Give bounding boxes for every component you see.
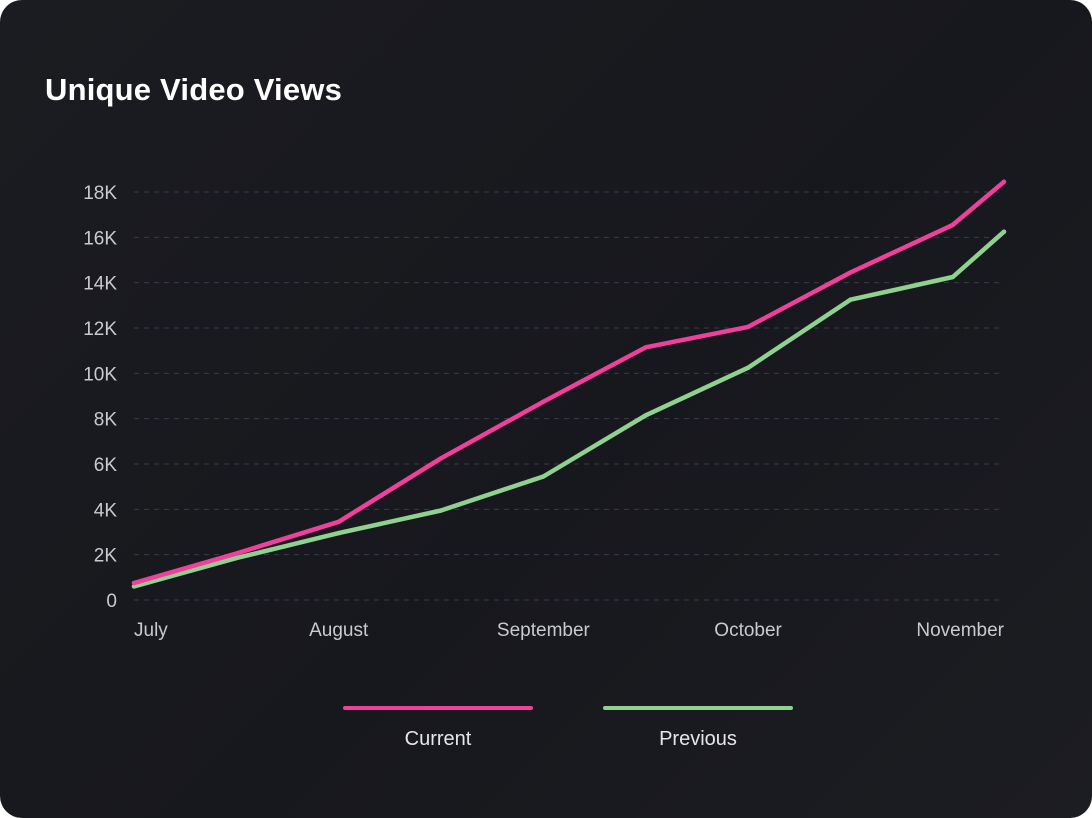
data-point[interactable] [745,324,751,330]
chart-legend: Current Previous [0,700,1092,770]
series-current [131,179,1007,586]
data-point[interactable] [131,584,137,589]
y-tick-label: 10K [83,364,117,385]
y-tick-label: 14K [83,274,117,295]
data-point[interactable] [234,551,239,556]
y-axis-ticks: 0 2K 4K 6K 8K 10K 12K 14K 16K 18K [83,183,117,612]
legend-item-current[interactable]: Current [343,700,533,751]
data-point[interactable] [950,274,955,280]
data-point[interactable] [131,580,137,586]
y-tick-label: 0 [106,591,117,612]
data-point[interactable] [643,345,648,350]
data-point[interactable] [848,270,853,275]
x-tick-label: September [497,620,591,641]
data-point[interactable] [336,530,341,536]
grid-lines [134,191,1004,601]
series-line-current[interactable] [131,179,1007,586]
data-point[interactable] [950,222,955,228]
chart-title: Unique Video Views [45,72,343,107]
y-tick-label: 8K [94,410,118,431]
y-tick-label: 4K [94,500,118,521]
data-point[interactable] [438,456,444,461]
y-tick-label: 16K [83,228,117,249]
y-tick-label: 18K [83,183,117,204]
x-tick-label: July [134,620,168,641]
data-point[interactable] [1001,229,1007,234]
x-tick-label: November [916,620,1004,641]
data-point[interactable] [848,297,853,302]
legend-swatch-current [343,706,533,710]
series-line-previous[interactable] [131,229,1007,589]
data-point[interactable] [745,365,751,370]
data-point[interactable] [643,413,648,418]
legend-item-previous[interactable]: Previous [603,700,793,751]
y-tick-label: 2K [94,546,118,567]
x-tick-label: October [714,620,782,641]
data-point[interactable] [438,508,444,513]
y-tick-label: 6K [94,455,118,476]
legend-swatch-previous [603,706,793,710]
x-tick-label: August [309,620,369,641]
data-point[interactable] [1001,179,1007,184]
data-point[interactable] [336,519,341,524]
legend-label-previous: Previous [659,728,737,750]
data-point[interactable] [541,399,546,404]
y-tick-label: 12K [83,319,117,340]
data-point[interactable] [234,555,239,561]
legend-label-current: Current [404,728,472,750]
data-point[interactable] [541,474,546,479]
x-axis-ticks: July August September October November [134,620,1005,641]
series-previous [131,229,1007,589]
